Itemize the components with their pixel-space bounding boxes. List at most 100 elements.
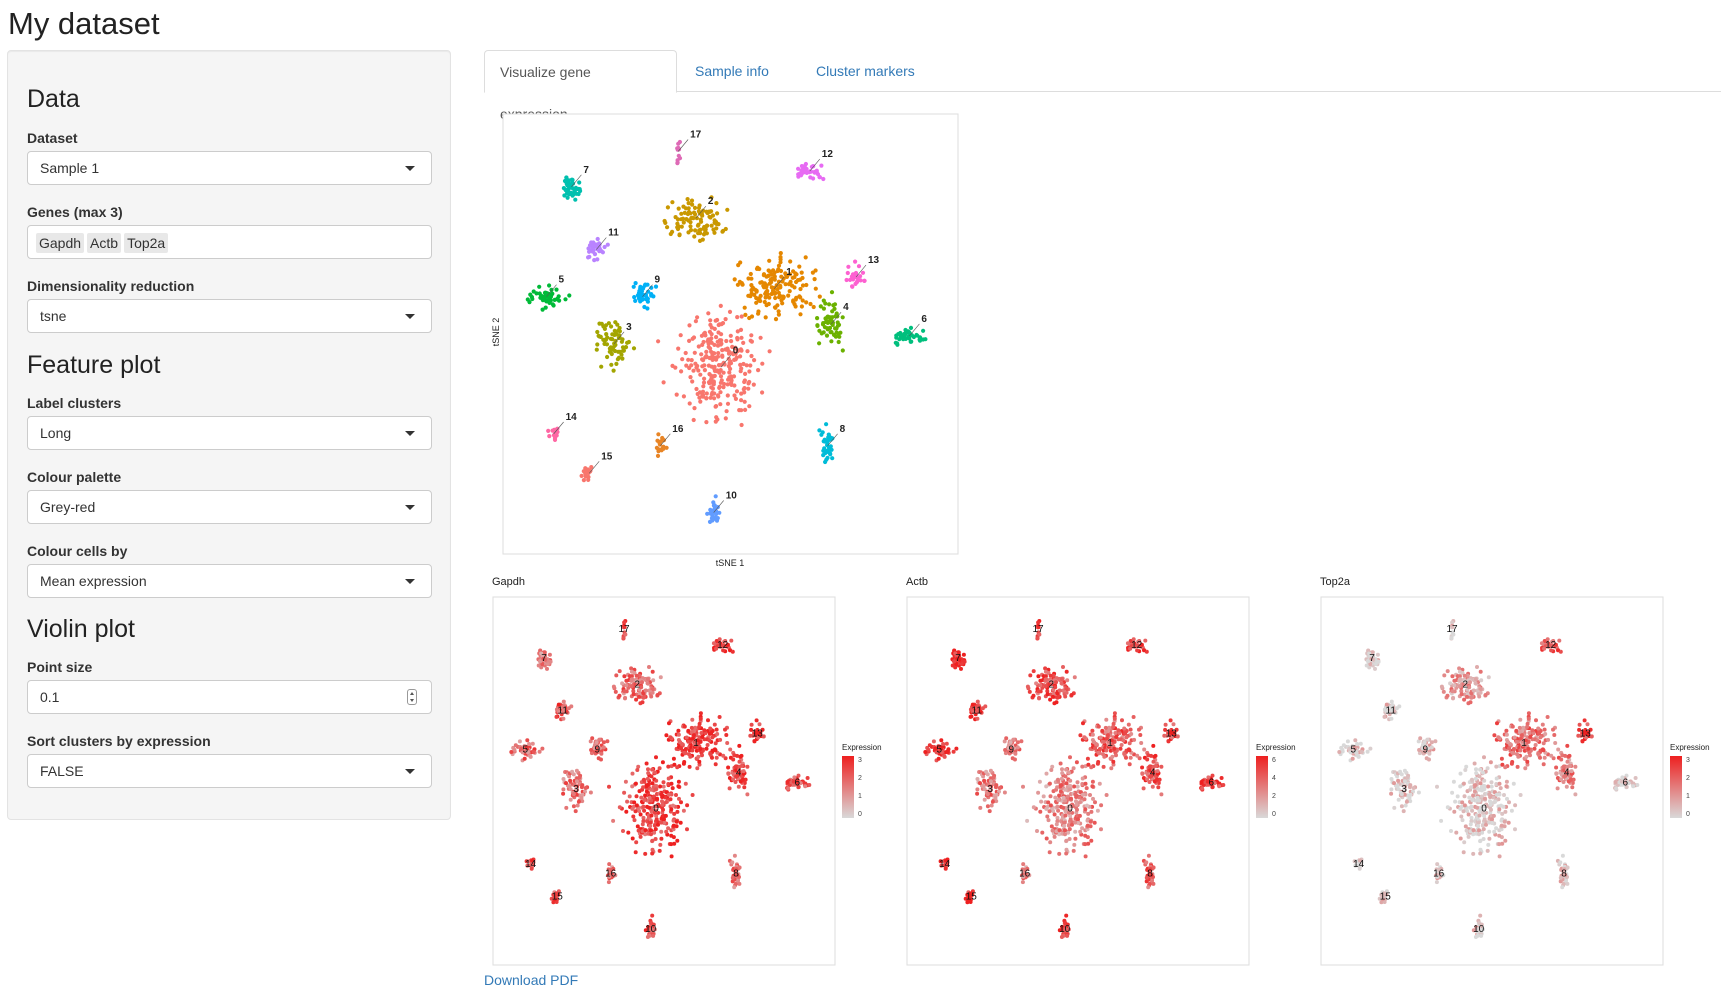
cell-point bbox=[1577, 722, 1582, 727]
cell-point bbox=[724, 338, 729, 344]
cell-point bbox=[1028, 673, 1033, 678]
gene-tag[interactable]: Top2a bbox=[124, 233, 169, 254]
tab-sample-info[interactable]: Sample info bbox=[695, 63, 769, 79]
gene-tag[interactable]: Gapdh bbox=[36, 233, 85, 254]
colour-palette-select[interactable]: Grey-red bbox=[27, 490, 432, 524]
cell-point bbox=[1458, 806, 1463, 811]
cell-point bbox=[1551, 756, 1556, 761]
label-clusters-select[interactable]: Long bbox=[27, 416, 432, 450]
cell-point bbox=[1036, 620, 1041, 625]
cell-point bbox=[749, 333, 754, 338]
cell-point bbox=[1507, 800, 1511, 805]
cluster-label: 7 bbox=[955, 653, 961, 664]
cell-point bbox=[975, 704, 980, 709]
cell-point bbox=[1389, 777, 1394, 781]
cell-point bbox=[649, 694, 654, 699]
download-pdf-link[interactable]: Download PDF bbox=[484, 972, 579, 988]
cell-point bbox=[653, 837, 658, 841]
cell-point bbox=[1121, 738, 1126, 743]
cell-point bbox=[525, 738, 530, 743]
cell-point bbox=[763, 315, 768, 320]
cell-point bbox=[860, 270, 866, 275]
cell-point bbox=[629, 678, 634, 683]
cell-point bbox=[1083, 781, 1088, 786]
cell-point bbox=[623, 632, 628, 637]
number-spinner-icon[interactable] bbox=[407, 689, 417, 705]
cell-point bbox=[1074, 795, 1079, 799]
cell-point bbox=[1384, 702, 1389, 707]
cell-point bbox=[676, 206, 681, 211]
cell-point bbox=[1500, 811, 1505, 816]
cell-point bbox=[944, 741, 949, 746]
cell-point bbox=[1478, 690, 1483, 695]
cluster-label: 0 bbox=[1481, 803, 1487, 814]
cell-point bbox=[714, 639, 719, 643]
gene-tag[interactable]: Actb bbox=[87, 233, 122, 254]
cell-point bbox=[1624, 773, 1629, 778]
cell-point bbox=[666, 782, 671, 786]
cell-point bbox=[670, 786, 675, 791]
cell-point bbox=[769, 277, 774, 282]
cell-point bbox=[758, 335, 763, 340]
cell-point bbox=[1539, 641, 1544, 646]
cell-point bbox=[1450, 689, 1455, 694]
cell-point bbox=[780, 279, 785, 284]
cell-point bbox=[1549, 648, 1554, 653]
genes-input[interactable]: Gapdh Actb Top2a bbox=[27, 225, 432, 259]
cell-point bbox=[674, 392, 679, 397]
cell-point bbox=[707, 209, 713, 214]
cell-point bbox=[825, 315, 830, 320]
cell-point bbox=[1626, 781, 1631, 786]
cell-point bbox=[634, 840, 639, 845]
cell-point bbox=[1401, 809, 1406, 814]
tab-cluster-markers[interactable]: Cluster markers bbox=[816, 63, 915, 79]
cell-point bbox=[727, 370, 732, 375]
cell-point bbox=[709, 195, 714, 200]
cell-point bbox=[561, 791, 566, 796]
dimred-select[interactable]: tsne bbox=[27, 299, 432, 333]
cell-point bbox=[1174, 727, 1179, 732]
cell-point bbox=[777, 293, 782, 298]
tab-visualize-gene-expression[interactable]: Visualize gene expression bbox=[484, 50, 677, 122]
cell-point bbox=[1048, 840, 1053, 845]
cell-point bbox=[829, 339, 834, 344]
cell-point bbox=[1482, 787, 1486, 792]
cell-point bbox=[758, 730, 763, 735]
cell-point bbox=[832, 302, 838, 307]
cell-point bbox=[773, 317, 779, 322]
cell-point bbox=[691, 368, 696, 373]
cell-point bbox=[1510, 724, 1515, 729]
cell-point bbox=[994, 783, 999, 788]
cell-point bbox=[568, 778, 573, 783]
cell-point bbox=[1435, 874, 1440, 879]
cell-point bbox=[1491, 813, 1496, 818]
cell-point bbox=[617, 693, 622, 698]
cell-point bbox=[1086, 811, 1091, 816]
cell-point bbox=[722, 639, 727, 644]
cell-point bbox=[1513, 827, 1517, 832]
cell-point bbox=[894, 333, 899, 338]
cell-point bbox=[689, 725, 694, 730]
cell-point bbox=[543, 305, 548, 310]
cell-point bbox=[710, 755, 714, 760]
cell-point bbox=[793, 304, 798, 309]
cell-point bbox=[695, 315, 700, 320]
colour-cells-by-select[interactable]: Mean expression bbox=[27, 564, 432, 598]
cell-point bbox=[1497, 854, 1502, 859]
cell-point bbox=[735, 753, 740, 758]
label-clusters-select-value: Long bbox=[40, 425, 72, 441]
cell-point bbox=[683, 350, 688, 356]
cell-point bbox=[715, 732, 720, 736]
cell-point bbox=[757, 266, 762, 272]
cell-point bbox=[1497, 842, 1502, 847]
cell-point bbox=[899, 333, 904, 338]
dataset-select[interactable]: Sample 1 bbox=[27, 151, 432, 185]
sort-clusters-select[interactable]: FALSE bbox=[27, 754, 432, 788]
cell-point bbox=[1474, 771, 1479, 776]
cell-point bbox=[566, 706, 571, 711]
cell-point bbox=[1058, 761, 1063, 766]
cell-point bbox=[1556, 648, 1560, 653]
cell-point bbox=[1048, 679, 1053, 684]
point-size-input[interactable]: 0.1 bbox=[27, 680, 432, 714]
cell-point bbox=[1488, 810, 1493, 815]
